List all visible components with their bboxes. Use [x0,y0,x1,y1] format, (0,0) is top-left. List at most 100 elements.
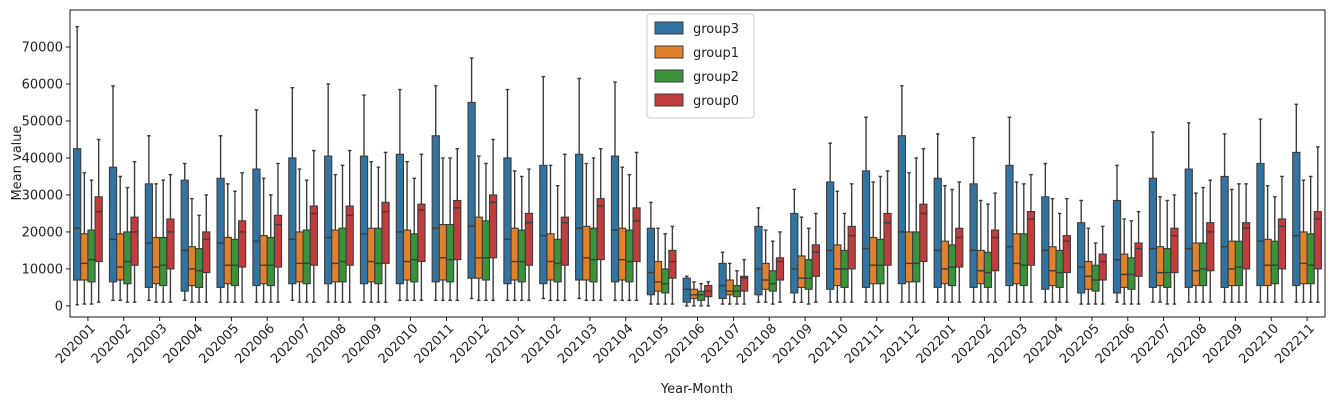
box [646,227,656,296]
box-group3-202006 [252,109,261,303]
box-group0-202002 [130,160,139,303]
box [668,249,677,279]
box [230,238,240,287]
box [553,238,562,283]
box-group1-202003 [151,183,161,303]
box-group2-202110 [840,212,849,303]
box [790,212,799,294]
y-axis: 0 10000 20000 30000 40000 50000 60000 70000 [22,40,70,314]
box-group3-202104 [610,81,620,302]
box-group1-202109 [797,216,806,303]
box-group0-202007 [309,149,318,303]
box-group1-202004 [187,197,197,303]
box-group0-202210 [1277,175,1287,303]
box-group1-202202 [976,199,985,303]
box [1019,233,1028,287]
box-group2-202009 [374,166,383,303]
box-group3-202203 [1005,116,1014,303]
box [94,196,103,263]
box [1234,240,1244,287]
box-group2-202106 [696,283,706,307]
box-group3-202002 [108,85,118,302]
box-group1-202204 [1048,197,1057,303]
box-group0-202103 [596,148,605,302]
x-axis: 2020012020022020032020042020052020062020… [53,317,1318,367]
box [202,231,211,274]
box [1184,168,1193,288]
box [345,205,354,266]
box [1148,177,1158,288]
box-group0-202009 [381,151,390,303]
box-group1-202112 [904,172,914,303]
box [1062,235,1071,274]
box [410,233,419,283]
box-group0-202104 [632,151,641,302]
box [1120,253,1129,288]
box-group0-202204 [1062,197,1071,303]
box [754,225,763,296]
box-group3-202211 [1292,103,1301,303]
box-group1-202205 [1084,227,1093,305]
box [539,164,548,285]
box-group0-202208 [1206,179,1215,303]
box [331,229,340,283]
box-group0-202101 [524,168,534,302]
x-axis-title: Year-Month [660,382,733,397]
box [130,216,139,266]
box [374,227,383,285]
box-group1-202103 [582,162,591,302]
box-group1-202011 [438,157,448,302]
x-tick-label: 202211 [1272,321,1318,367]
box-group0-202211 [1313,146,1322,303]
box-group1-202102 [546,164,555,302]
box-group2-202011 [445,157,455,302]
box [618,227,627,281]
box-group3-202110 [826,142,835,303]
box-group1-202001 [80,172,89,305]
box [481,220,491,281]
box-group0-202105 [668,225,677,305]
box-group0-202206 [1134,210,1143,305]
box [1241,222,1251,270]
box-group0-202205 [1098,225,1107,305]
box [1198,242,1208,287]
box [431,135,440,283]
box [524,212,534,266]
box-group0-202005 [237,172,247,303]
box-group3-202202 [969,136,978,303]
box [969,183,978,288]
box-group0-202004 [202,194,211,303]
box [194,248,204,288]
box-group0-202106 [704,281,713,307]
box-group3-202012 [467,57,476,300]
box-group3-202102 [539,75,548,300]
box [689,288,699,300]
box [1041,196,1050,290]
box-group0-202008 [345,149,354,303]
box [108,166,118,283]
box-group3-202009 [359,94,369,303]
box-group2-202201 [947,188,957,303]
legend-swatch [654,93,684,107]
box-group1-202207 [1155,196,1165,303]
box [897,135,907,285]
box [237,220,247,268]
legend-label: group1 [693,46,739,61]
box [338,227,347,283]
box [445,223,455,283]
box [1055,249,1064,288]
box [761,262,770,290]
box-group1-202005 [223,183,232,303]
box-group0-202003 [166,173,175,303]
box-group0-202207 [1170,194,1179,305]
box [990,229,1000,272]
box-group3-202210 [1256,118,1265,303]
box-group1-202210 [1263,184,1272,303]
y-tick-label: 30000 [22,188,63,203]
box [417,203,426,263]
box [1313,211,1322,270]
box [474,216,483,279]
box [252,168,261,287]
box [940,240,950,285]
